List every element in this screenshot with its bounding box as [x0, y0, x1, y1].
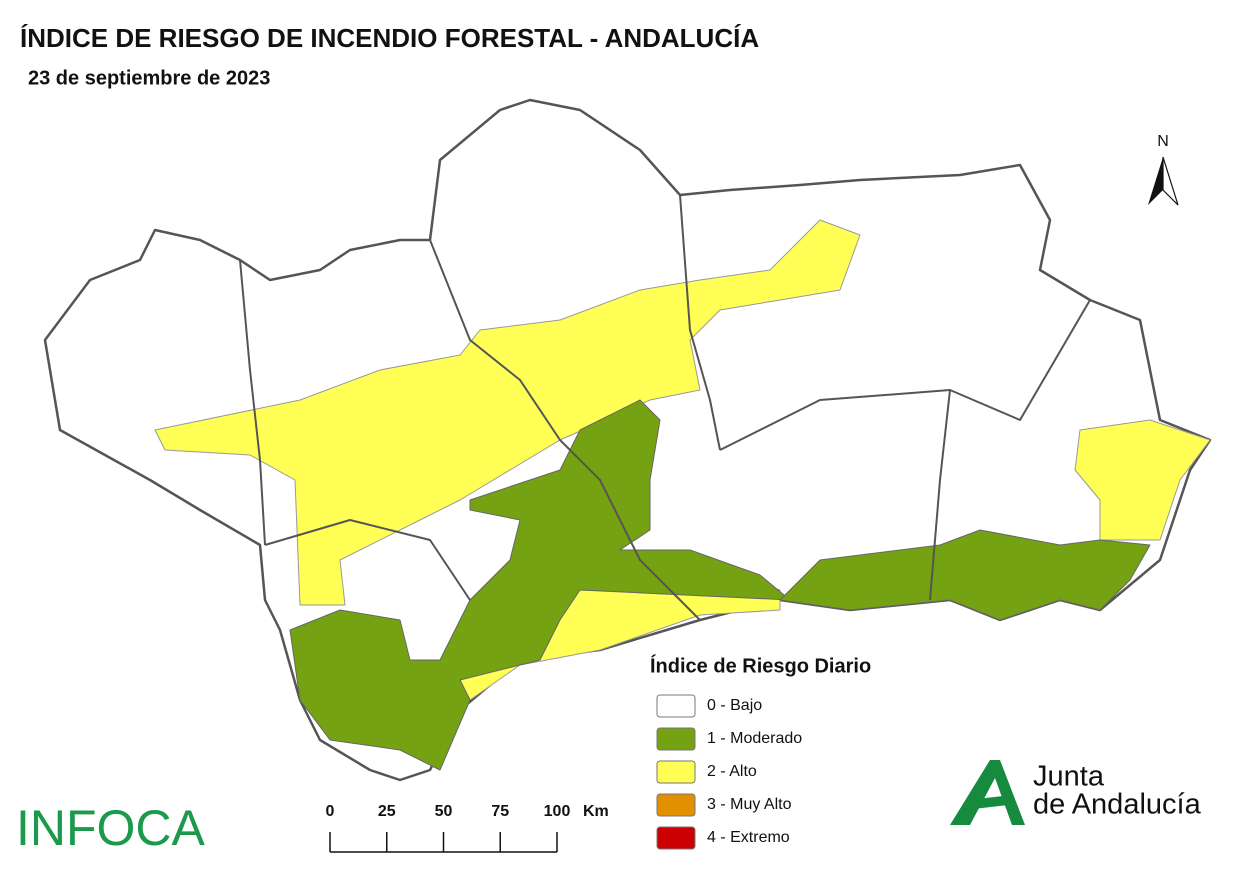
zone-alto: [154, 219, 861, 606]
legend-label: 1 - Moderado: [707, 730, 802, 747]
border: [429, 239, 701, 621]
legend-title: Índice de Riesgo Diario: [650, 654, 871, 677]
date: 23 de septiembre de 2023: [28, 67, 270, 89]
border: [679, 194, 721, 451]
junta-logo: Junta de Andalucía: [950, 760, 1202, 825]
legend-label: 3 - Muy Alto: [707, 796, 792, 813]
legend-label: 0 - Bajo: [707, 697, 762, 714]
infoca-logo: INFOCA: [16, 800, 206, 856]
legend-swatch: [656, 793, 696, 817]
legend-swatch: [656, 826, 696, 850]
zone-moderado: [779, 529, 1151, 621]
legend-swatch: [656, 760, 696, 784]
arrow-right: [1162, 156, 1179, 206]
scale-unit: Km: [583, 803, 609, 820]
region-map: [43, 98, 1212, 782]
title: ÍNDICE DE RIESGO DE INCENDIO FORESTAL - …: [20, 23, 759, 53]
legend-label: 4 - Extremo: [707, 829, 790, 846]
legend-swatch: [656, 727, 696, 751]
north-label: N: [1157, 133, 1169, 150]
border: [264, 519, 471, 601]
scale-bar: 0 25 50 75 100 Km: [326, 803, 609, 853]
arrow-left: [1148, 157, 1163, 205]
scale-label: 25: [378, 803, 396, 820]
zone-moderado: [289, 399, 791, 771]
scale-label: 100: [544, 803, 571, 820]
junta-line2: de Andalucía: [1033, 789, 1202, 821]
logo-mark: [950, 760, 1025, 825]
legend-swatch: [656, 694, 696, 718]
zone-alto: [1074, 419, 1211, 541]
border: [239, 259, 266, 546]
scale-label: 50: [435, 803, 453, 820]
province-borders: [239, 194, 1091, 621]
north-arrow: N: [1148, 133, 1179, 206]
logo-mark: [965, 795, 1012, 810]
scale-label: 0: [326, 803, 335, 820]
scale-label: 75: [491, 803, 509, 820]
legend-label: 2 - Alto: [707, 763, 757, 780]
junta-line1: Junta: [1033, 761, 1105, 793]
border: [929, 389, 951, 601]
legend: 0 - Bajo 1 - Moderado 2 - Alto 3 - Muy Alto…: [656, 694, 802, 850]
